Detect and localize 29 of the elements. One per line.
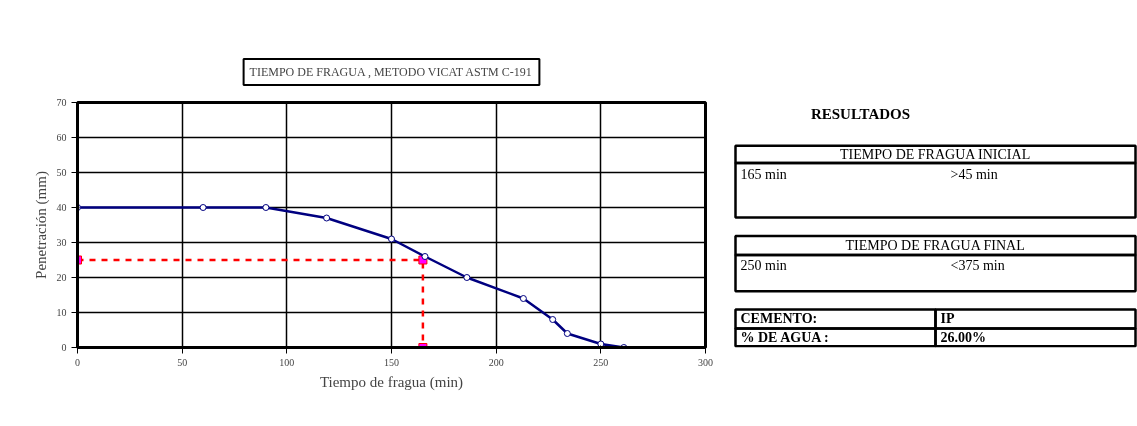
y-tick-label: 50: [56, 167, 67, 178]
y-axis-title: Penetración (mm): [32, 171, 50, 279]
text: 250 min: [740, 257, 787, 273]
x-tick-label: 100: [279, 356, 295, 368]
y-tick-label: 20: [56, 272, 67, 283]
text: RESULTADOS: [810, 106, 911, 122]
text: TIEMPO DE FRAGUA INICIAL: [840, 146, 1031, 162]
x-tick-label: 200: [488, 356, 504, 368]
x-axis-title: Tiempo de fragua (min): [319, 373, 464, 391]
y-tick-label: 10: [56, 307, 67, 318]
y-tick-label: 0: [61, 342, 67, 353]
x-tick-label: 50: [177, 356, 188, 368]
text: % DE AGUA :: [740, 329, 829, 345]
text: >45 min: [950, 166, 998, 182]
text: 26.00%: [940, 329, 986, 345]
x-tick-label: 150: [384, 356, 399, 368]
x-tick-label: 300: [698, 356, 713, 368]
y-tick-label: 70: [56, 97, 67, 108]
x-tick-label: 0: [75, 356, 80, 368]
text: <375 min: [950, 257, 1005, 273]
x-tick-label: 250: [593, 356, 609, 368]
text: TIEMPO DE FRAGUA FINAL: [845, 237, 1025, 253]
y-tick-label: 30: [56, 237, 67, 248]
text: CEMENTO:: [740, 311, 818, 327]
text: 165 min: [740, 166, 787, 182]
y-tick-label: 60: [56, 132, 67, 143]
y-tick-label: 40: [56, 202, 67, 213]
text: IP: [940, 311, 955, 327]
chart-title: TIEMPO DE FRAGUA , METODO VICAT ASTM C-191: [249, 65, 532, 79]
